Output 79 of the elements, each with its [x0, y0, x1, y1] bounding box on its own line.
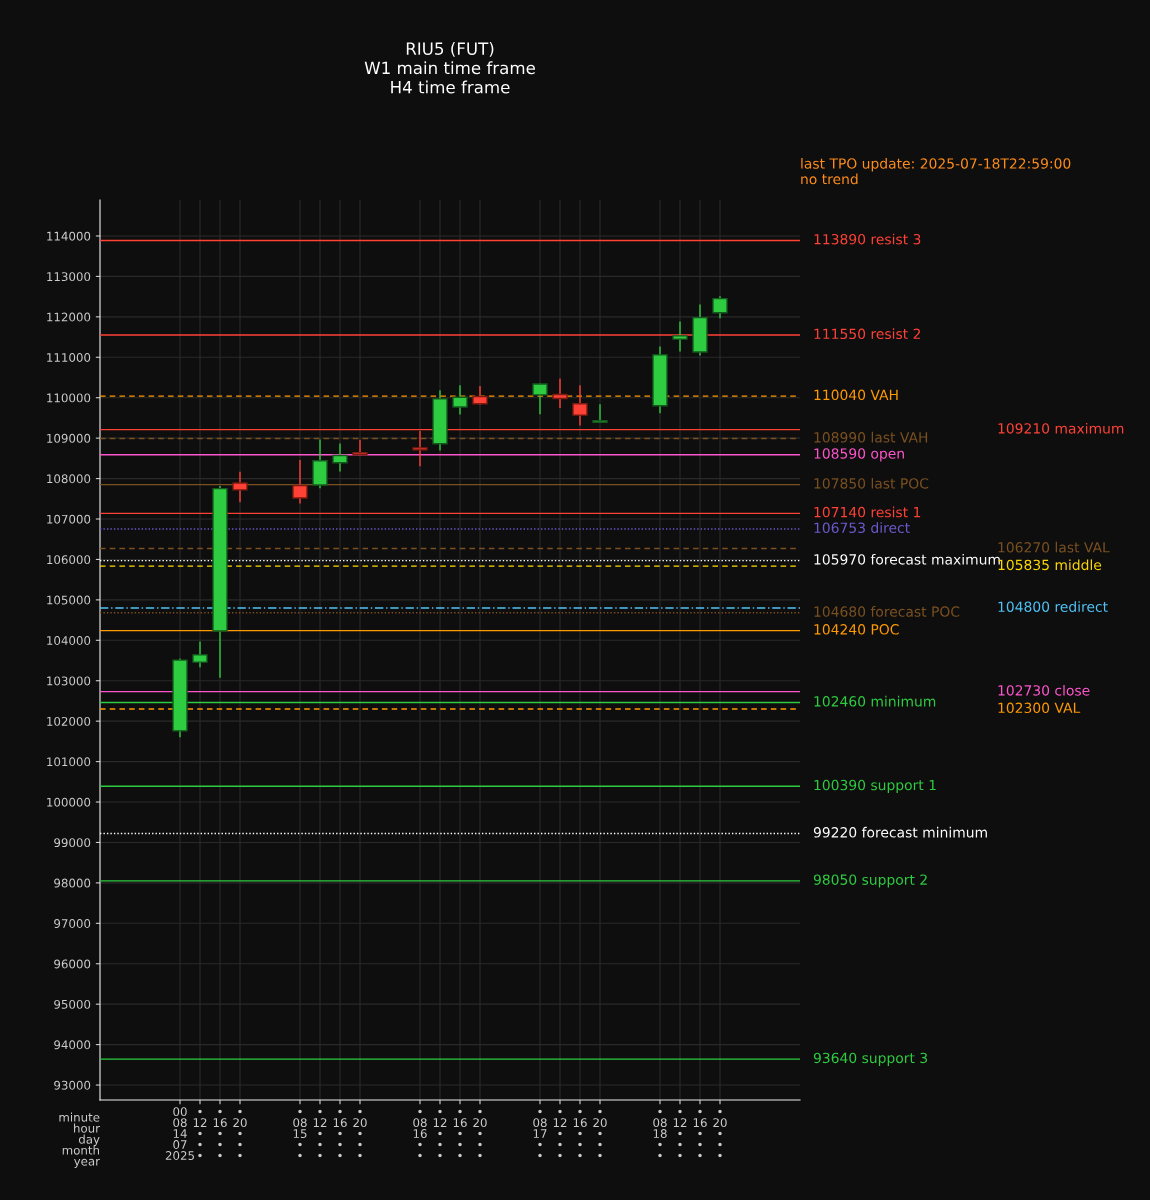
ref-line-label: 107140 resist 1: [814, 506, 921, 518]
x-tick-label: • 08 17 • •: [533, 1109, 547, 1158]
y-tick-label: 94000: [54, 1040, 91, 1050]
candlestick: [552, 378, 568, 409]
x-tick-label: • 20 • • •: [713, 1109, 727, 1158]
x-tick-label: • 20 • • •: [353, 1109, 367, 1158]
ref-line-label: 113890 resist 3: [814, 233, 921, 245]
x-tick-label: • 16 • • •: [693, 1109, 707, 1158]
ref-line-label: 108590 open: [814, 448, 904, 462]
candlestick: [592, 404, 608, 424]
x-tick-label: • 08 18 • •: [653, 1109, 667, 1158]
candlestick: [532, 383, 548, 415]
x-tick-label: • 08 15 • •: [293, 1109, 307, 1158]
y-tick-label: 110000: [47, 393, 91, 403]
x-tick-label: • 16 • • •: [333, 1109, 347, 1158]
ref-line-label: 106753 direct: [814, 522, 910, 534]
ref-line-label: 110040 VAH: [814, 389, 898, 401]
x-tick-label: • 12 • • •: [673, 1109, 687, 1158]
candlestick: [192, 641, 208, 668]
ref-line-label: 108990 last VAH: [814, 431, 928, 443]
candlestick: [672, 321, 688, 352]
y-tick-label: 108000: [47, 474, 91, 484]
ref-line-label: 100390 support 1: [814, 779, 936, 793]
y-tick-label: 107000: [47, 514, 91, 524]
candlestick: [452, 385, 468, 415]
y-tick-label: 109000: [47, 433, 91, 443]
x-tick-label: • 12 • • •: [193, 1109, 207, 1158]
text: minute hour day month year: [59, 1112, 100, 1168]
y-tick-label: 97000: [54, 919, 91, 928]
candlestick: [572, 385, 588, 426]
ref-line-label: 99220 forecast minimum: [813, 826, 987, 838]
ref-line-label: 98050 support 2: [813, 874, 927, 888]
y-tick-label: 111000: [47, 353, 91, 362]
ref-line-label: 107850 last POC: [814, 477, 929, 489]
x-tick-label: 00 08 14 07 2025: [165, 1107, 194, 1160]
ref-line-label: 104240 POC: [814, 624, 899, 635]
x-tick-label: • 20 • • •: [593, 1109, 607, 1158]
ref-line-label: 106270 last VAL: [998, 541, 1110, 553]
y-tick-label: 106000: [47, 555, 91, 565]
chart-title: RIU5 (FUT) W1 main time frame H4 time frame: [364, 42, 535, 94]
x-tick-label: • 16 • • •: [213, 1109, 227, 1158]
y-tick-label: 100000: [47, 797, 91, 807]
ref-line-label: 102300 VAL: [998, 702, 1081, 714]
y-tick-label: 101000: [47, 757, 91, 767]
ref-line-label: 105970 forecast maximum: [814, 553, 1000, 565]
y-tick-label: 112000: [47, 312, 91, 322]
y-tick-label: 99000: [54, 838, 91, 848]
ref-line-label: 93640 support 3: [813, 1052, 928, 1066]
y-tick-label: 103000: [47, 676, 91, 686]
ref-line-label: 109210 maximum: [998, 422, 1124, 434]
x-tick-label: • 08 16 • •: [413, 1109, 427, 1158]
y-tick-label: 114000: [47, 231, 91, 241]
y-tick-label: 105000: [47, 595, 91, 605]
y-tick-label: 98000: [54, 878, 91, 888]
y-tick-label: 104000: [47, 636, 91, 645]
ref-line-label: 104680 forecast POC: [814, 606, 960, 617]
x-tick-label: • 20 • • •: [233, 1109, 247, 1158]
y-tick-label: 96000: [54, 959, 91, 969]
ref-line-label: 102730 close: [998, 684, 1090, 696]
y-tick-label: 102000: [47, 716, 91, 726]
y-tick-label: 93000: [54, 1080, 91, 1090]
x-tick-label: • 12 • • •: [553, 1109, 567, 1158]
x-tick-label: • 12 • • •: [433, 1109, 447, 1158]
candlestick: [472, 386, 488, 405]
text: last TPO update: 2025-07-18T22:59:00 no trend: [801, 158, 1071, 185]
ref-line-label: 104800 redirect: [998, 601, 1108, 612]
y-tick-label: 95000: [54, 999, 91, 1009]
candlestick: [712, 296, 728, 319]
y-tick-label: 113000: [47, 272, 91, 282]
ref-line-label: 102460 minimum: [814, 695, 936, 707]
x-tick-label: • 16 • • •: [573, 1109, 587, 1158]
x-tick-label: • 20 • • •: [473, 1109, 487, 1158]
x-tick-label: • 12 • • •: [313, 1109, 327, 1158]
x-tick-label: • 16 • • •: [453, 1109, 467, 1158]
candlestick: [352, 439, 368, 456]
candlestick: [332, 443, 348, 472]
candlestick: [232, 471, 248, 503]
ref-line-label: 111550 resist 2: [814, 328, 921, 340]
candlestick: [292, 460, 308, 504]
